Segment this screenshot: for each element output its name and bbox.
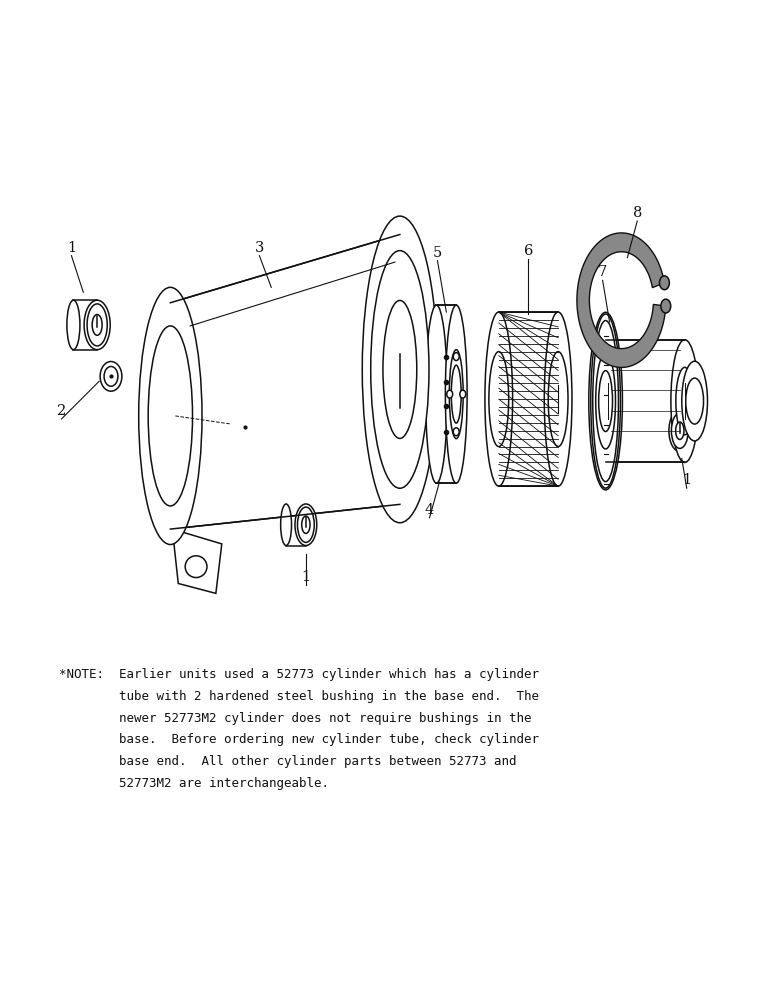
- Ellipse shape: [302, 516, 310, 533]
- Ellipse shape: [452, 365, 461, 423]
- Ellipse shape: [445, 305, 467, 483]
- Ellipse shape: [453, 353, 459, 361]
- Ellipse shape: [596, 353, 615, 449]
- Ellipse shape: [544, 312, 572, 486]
- Ellipse shape: [84, 300, 110, 350]
- Ellipse shape: [104, 366, 118, 386]
- Ellipse shape: [67, 300, 80, 350]
- Polygon shape: [660, 410, 680, 452]
- Ellipse shape: [686, 378, 703, 424]
- Ellipse shape: [281, 504, 292, 546]
- Ellipse shape: [383, 300, 417, 438]
- Text: 7: 7: [598, 265, 608, 279]
- Text: base.  Before ordering new cylinder tube, check cylinder: base. Before ordering new cylinder tube,…: [59, 733, 539, 746]
- Text: 4: 4: [425, 503, 434, 517]
- Text: 8: 8: [632, 206, 642, 220]
- Ellipse shape: [591, 314, 621, 488]
- Ellipse shape: [589, 312, 622, 490]
- Ellipse shape: [598, 371, 612, 432]
- Polygon shape: [171, 234, 400, 529]
- Text: 1: 1: [301, 570, 310, 584]
- Ellipse shape: [295, 504, 317, 546]
- Ellipse shape: [139, 287, 202, 545]
- Ellipse shape: [87, 304, 107, 346]
- Text: 2: 2: [57, 404, 66, 418]
- Ellipse shape: [485, 312, 513, 486]
- Ellipse shape: [676, 367, 694, 435]
- Text: tube with 2 hardened steel bushing in the base end.  The: tube with 2 hardened steel bushing in th…: [59, 690, 539, 703]
- Polygon shape: [499, 312, 558, 486]
- Ellipse shape: [548, 352, 568, 447]
- Polygon shape: [436, 305, 456, 483]
- Text: 5: 5: [433, 246, 442, 260]
- Text: 52773M2 are interchangeable.: 52773M2 are interchangeable.: [59, 777, 329, 790]
- Polygon shape: [605, 340, 685, 462]
- Ellipse shape: [671, 340, 699, 462]
- Ellipse shape: [682, 361, 707, 441]
- Ellipse shape: [148, 326, 192, 506]
- Ellipse shape: [425, 305, 447, 483]
- Polygon shape: [577, 233, 665, 367]
- Ellipse shape: [655, 410, 665, 452]
- Text: *NOTE:  Earlier units used a 52773 cylinder which has a cylinder: *NOTE: Earlier units used a 52773 cylind…: [59, 668, 539, 681]
- Text: 1: 1: [67, 241, 76, 255]
- Ellipse shape: [669, 410, 691, 452]
- Text: 1: 1: [682, 473, 691, 487]
- Text: 6: 6: [523, 244, 533, 258]
- Ellipse shape: [489, 352, 509, 447]
- Ellipse shape: [447, 390, 452, 398]
- Polygon shape: [286, 504, 306, 546]
- Ellipse shape: [661, 299, 671, 313]
- Ellipse shape: [593, 321, 618, 482]
- Ellipse shape: [453, 428, 459, 436]
- Ellipse shape: [92, 315, 102, 335]
- Ellipse shape: [460, 390, 466, 398]
- Ellipse shape: [371, 251, 429, 488]
- Polygon shape: [73, 300, 97, 350]
- Text: newer 52773M2 cylinder does not require bushings in the: newer 52773M2 cylinder does not require …: [59, 712, 531, 725]
- Ellipse shape: [449, 350, 463, 439]
- Ellipse shape: [676, 422, 684, 439]
- Ellipse shape: [297, 507, 314, 542]
- Ellipse shape: [100, 362, 122, 391]
- Ellipse shape: [672, 413, 688, 448]
- Ellipse shape: [185, 556, 207, 578]
- Text: base end.  All other cylinder parts between 52773 and: base end. All other cylinder parts betwe…: [59, 755, 516, 768]
- Ellipse shape: [659, 276, 669, 290]
- Text: 3: 3: [255, 241, 264, 255]
- Polygon shape: [172, 529, 222, 593]
- Ellipse shape: [362, 216, 438, 523]
